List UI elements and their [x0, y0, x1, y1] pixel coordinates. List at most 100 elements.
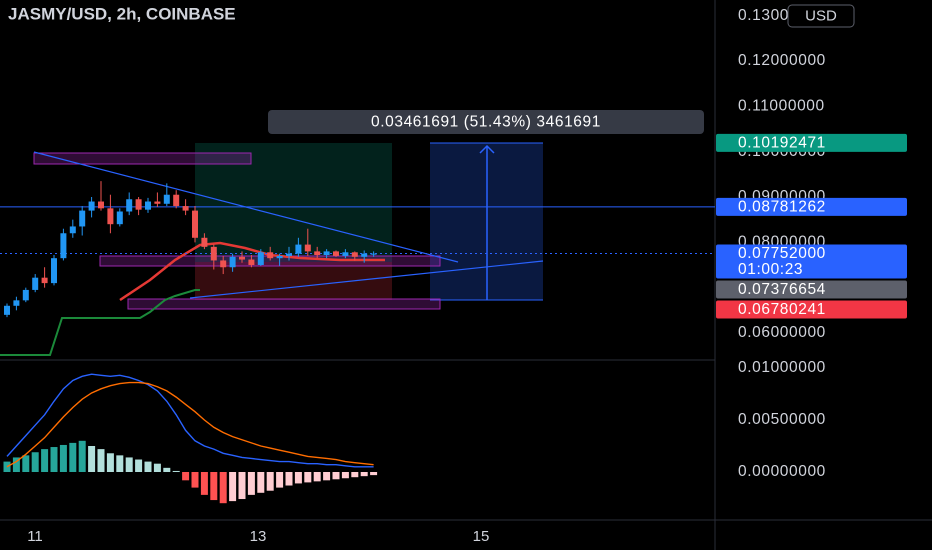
- candle-body: [69, 226, 76, 234]
- zone-rect: [127, 298, 441, 310]
- candle-body: [239, 256, 245, 260]
- candle-body: [51, 258, 57, 284]
- macd-histogram-bar: [219, 472, 227, 504]
- macd-line: [6, 373, 374, 468]
- candle-body: [13, 300, 20, 306]
- macd-histogram-bar: [266, 472, 274, 491]
- macd-histogram-bar: [229, 472, 237, 502]
- price-tag: [716, 300, 907, 319]
- candle-body: [248, 259, 255, 265]
- candle-body: [333, 251, 339, 256]
- price-axis-label: 0.12000000: [738, 52, 826, 69]
- currency-label[interactable]: USD: [805, 7, 837, 24]
- price-tag-text: 0.07376654: [738, 281, 826, 298]
- ema-line: [119, 241, 385, 302]
- candle-body: [304, 244, 311, 252]
- candle-body: [32, 277, 39, 290]
- price-axis-label: 0.11000000: [738, 97, 825, 114]
- candle-body: [201, 237, 208, 247]
- marks: [0, 181, 715, 504]
- macd-histogram-bar: [370, 472, 378, 476]
- price-tag-text: 0.06780241: [738, 301, 826, 318]
- candle-body: [98, 201, 104, 209]
- candle-body: [361, 253, 368, 257]
- zone-rect: [33, 152, 252, 165]
- candle-body: [126, 199, 133, 212]
- macd-histogram-bar: [97, 449, 105, 472]
- macd-histogram-bar: [50, 447, 58, 472]
- macd-histogram-bar: [182, 472, 190, 481]
- macd-histogram-bar: [360, 472, 368, 477]
- time-axis-label: 15: [473, 528, 490, 545]
- price-tag: [716, 197, 907, 216]
- macd-histogram-bar: [276, 472, 284, 488]
- macd-histogram-bar: [69, 442, 77, 472]
- candle-body: [154, 201, 161, 204]
- macd-histogram-bar: [78, 440, 86, 472]
- candle-body: [370, 253, 377, 255]
- macd-histogram-bar: [59, 444, 67, 472]
- macd-histogram-bar: [304, 472, 312, 483]
- candle-body: [145, 201, 151, 210]
- candle-body: [267, 252, 274, 259]
- candle-body: [210, 246, 217, 261]
- time-axis-label: 11: [27, 528, 43, 545]
- price-tag: [716, 244, 907, 279]
- macd-axis-label: 0.00500000: [738, 411, 826, 428]
- candle-body: [192, 210, 198, 238]
- macd-histogram-bar: [125, 457, 133, 472]
- macd-histogram-bar: [144, 461, 152, 472]
- candle-body: [22, 289, 29, 301]
- macd-histogram-bar: [31, 452, 39, 472]
- time-axis-label: 13: [250, 528, 267, 545]
- supertrend-line: [0, 289, 200, 356]
- candle-body: [276, 255, 283, 259]
- macd-histogram-bar: [238, 472, 246, 500]
- candle-body: [257, 252, 264, 265]
- symbol-title: JASMY/USD, 2h, COINBASE: [8, 4, 236, 23]
- candle-body: [79, 210, 86, 227]
- macd-histogram-bar: [285, 472, 293, 486]
- measure-label-box: [268, 110, 704, 134]
- macd-histogram-bar: [191, 472, 199, 488]
- macd-histogram-bar: [247, 472, 255, 495]
- price-tag-text: 0.08781262: [738, 198, 826, 215]
- macd-histogram-bar: [116, 455, 124, 472]
- macd-histogram-bar: [351, 472, 359, 478]
- price-tag-countdown: 01:00:23: [738, 261, 803, 278]
- macd-histogram-bar: [294, 472, 302, 484]
- macd-axis-label: 0.00000000: [738, 463, 826, 480]
- macd-histogram-bar: [163, 467, 171, 472]
- macd-histogram-bar: [12, 457, 20, 472]
- price-tag-text: 0.07752000: [738, 245, 826, 262]
- candle-body: [342, 252, 349, 256]
- measure-label: 0.03461691 (51.43%) 3461691: [371, 114, 601, 131]
- macd-histogram-bar: [153, 463, 161, 472]
- candle-body: [323, 251, 330, 256]
- candle-body: [41, 277, 48, 284]
- price-axis-label: 0.06000000: [738, 324, 826, 341]
- candle-body: [60, 233, 67, 259]
- macd-histogram-bar: [172, 470, 180, 472]
- candle-body: [220, 260, 227, 268]
- candle-body: [107, 208, 114, 225]
- candle-body: [4, 305, 10, 315]
- price-tag: [716, 133, 907, 152]
- signal-line: [6, 381, 374, 468]
- measure-arrow-head: [479, 144, 495, 154]
- candle-body: [286, 253, 292, 256]
- candle-body: [229, 256, 236, 268]
- candle-body: [163, 194, 170, 204]
- price-tag-text: 0.10192471: [738, 135, 826, 152]
- candle-body: [88, 201, 95, 211]
- currency-button[interactable]: [787, 4, 855, 28]
- macd-histogram-bar: [257, 472, 265, 493]
- macd-histogram-bar: [41, 449, 49, 472]
- macd-histogram-bar: [200, 472, 208, 495]
- candle-body: [295, 244, 302, 254]
- macd-histogram-bar: [135, 459, 143, 472]
- candle-body: [351, 252, 358, 257]
- candle-body: [135, 199, 142, 210]
